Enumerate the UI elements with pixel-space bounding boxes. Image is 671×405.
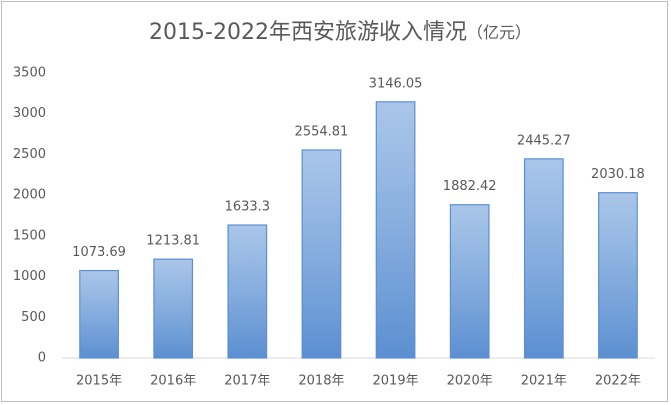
y-tick-label: 3500 [13,66,46,81]
chart-title: 2015-2022年西安旅游收入情况（亿元） [149,20,531,45]
y-tick-label: 500 [21,310,46,325]
y-tick-label: 2000 [13,188,46,203]
y-tick-label: 1000 [13,269,46,284]
bar [227,224,268,359]
title: 2015-2022年西安旅游收入情况 [149,20,467,45]
x-tick-label: 2018年 [298,374,344,389]
x-tick-label: 2022年 [595,374,641,389]
value-label: 2030.18 [591,167,645,182]
value-label: 3146.05 [369,76,423,91]
y-tick-label: 0 [38,351,46,366]
x-tick-label: 2015年 [76,374,122,389]
value-label: 2554.81 [295,124,349,139]
bar [598,192,638,359]
bar [301,149,342,359]
unit: （亿元） [467,23,531,42]
value-label: 1882.42 [443,179,497,194]
value-label: 1633.3 [225,200,271,215]
x-tick-label: 2019年 [373,374,419,389]
value-label: 1213.81 [146,234,200,249]
x-tick-label: 2021年 [521,374,567,389]
bar [375,101,416,359]
value-label: 1073.69 [72,245,126,260]
value-label: 2445.27 [517,133,571,148]
bar [449,204,490,359]
y-tick-label: 3000 [13,106,46,121]
x-tick-label: 2016年 [150,374,196,389]
y-tick-label: 1500 [13,228,46,243]
bar [153,258,194,359]
bar [523,158,564,359]
x-tick-label: 2017年 [224,374,270,389]
y-tick-label: 2500 [13,147,46,162]
bar [79,269,119,359]
x-tick-label: 2020年 [447,374,493,389]
